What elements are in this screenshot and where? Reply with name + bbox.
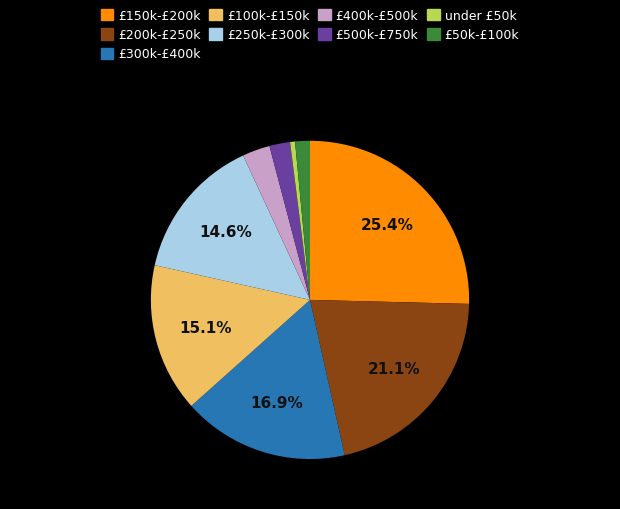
Wedge shape bbox=[243, 147, 310, 300]
Wedge shape bbox=[270, 143, 310, 300]
Wedge shape bbox=[155, 156, 310, 300]
Wedge shape bbox=[151, 266, 310, 406]
Wedge shape bbox=[192, 300, 345, 459]
Legend: £150k-£200k, £200k-£250k, £300k-£400k, £100k-£150k, £250k-£300k, £400k-£500k, £5: £150k-£200k, £200k-£250k, £300k-£400k, £… bbox=[97, 6, 523, 65]
Text: 15.1%: 15.1% bbox=[179, 320, 231, 335]
Text: 21.1%: 21.1% bbox=[367, 361, 420, 376]
Wedge shape bbox=[295, 142, 310, 300]
Wedge shape bbox=[310, 300, 469, 455]
Text: 14.6%: 14.6% bbox=[200, 225, 252, 240]
Text: 16.9%: 16.9% bbox=[250, 395, 303, 411]
Text: 25.4%: 25.4% bbox=[361, 217, 414, 233]
Wedge shape bbox=[310, 142, 469, 304]
Wedge shape bbox=[290, 142, 310, 300]
